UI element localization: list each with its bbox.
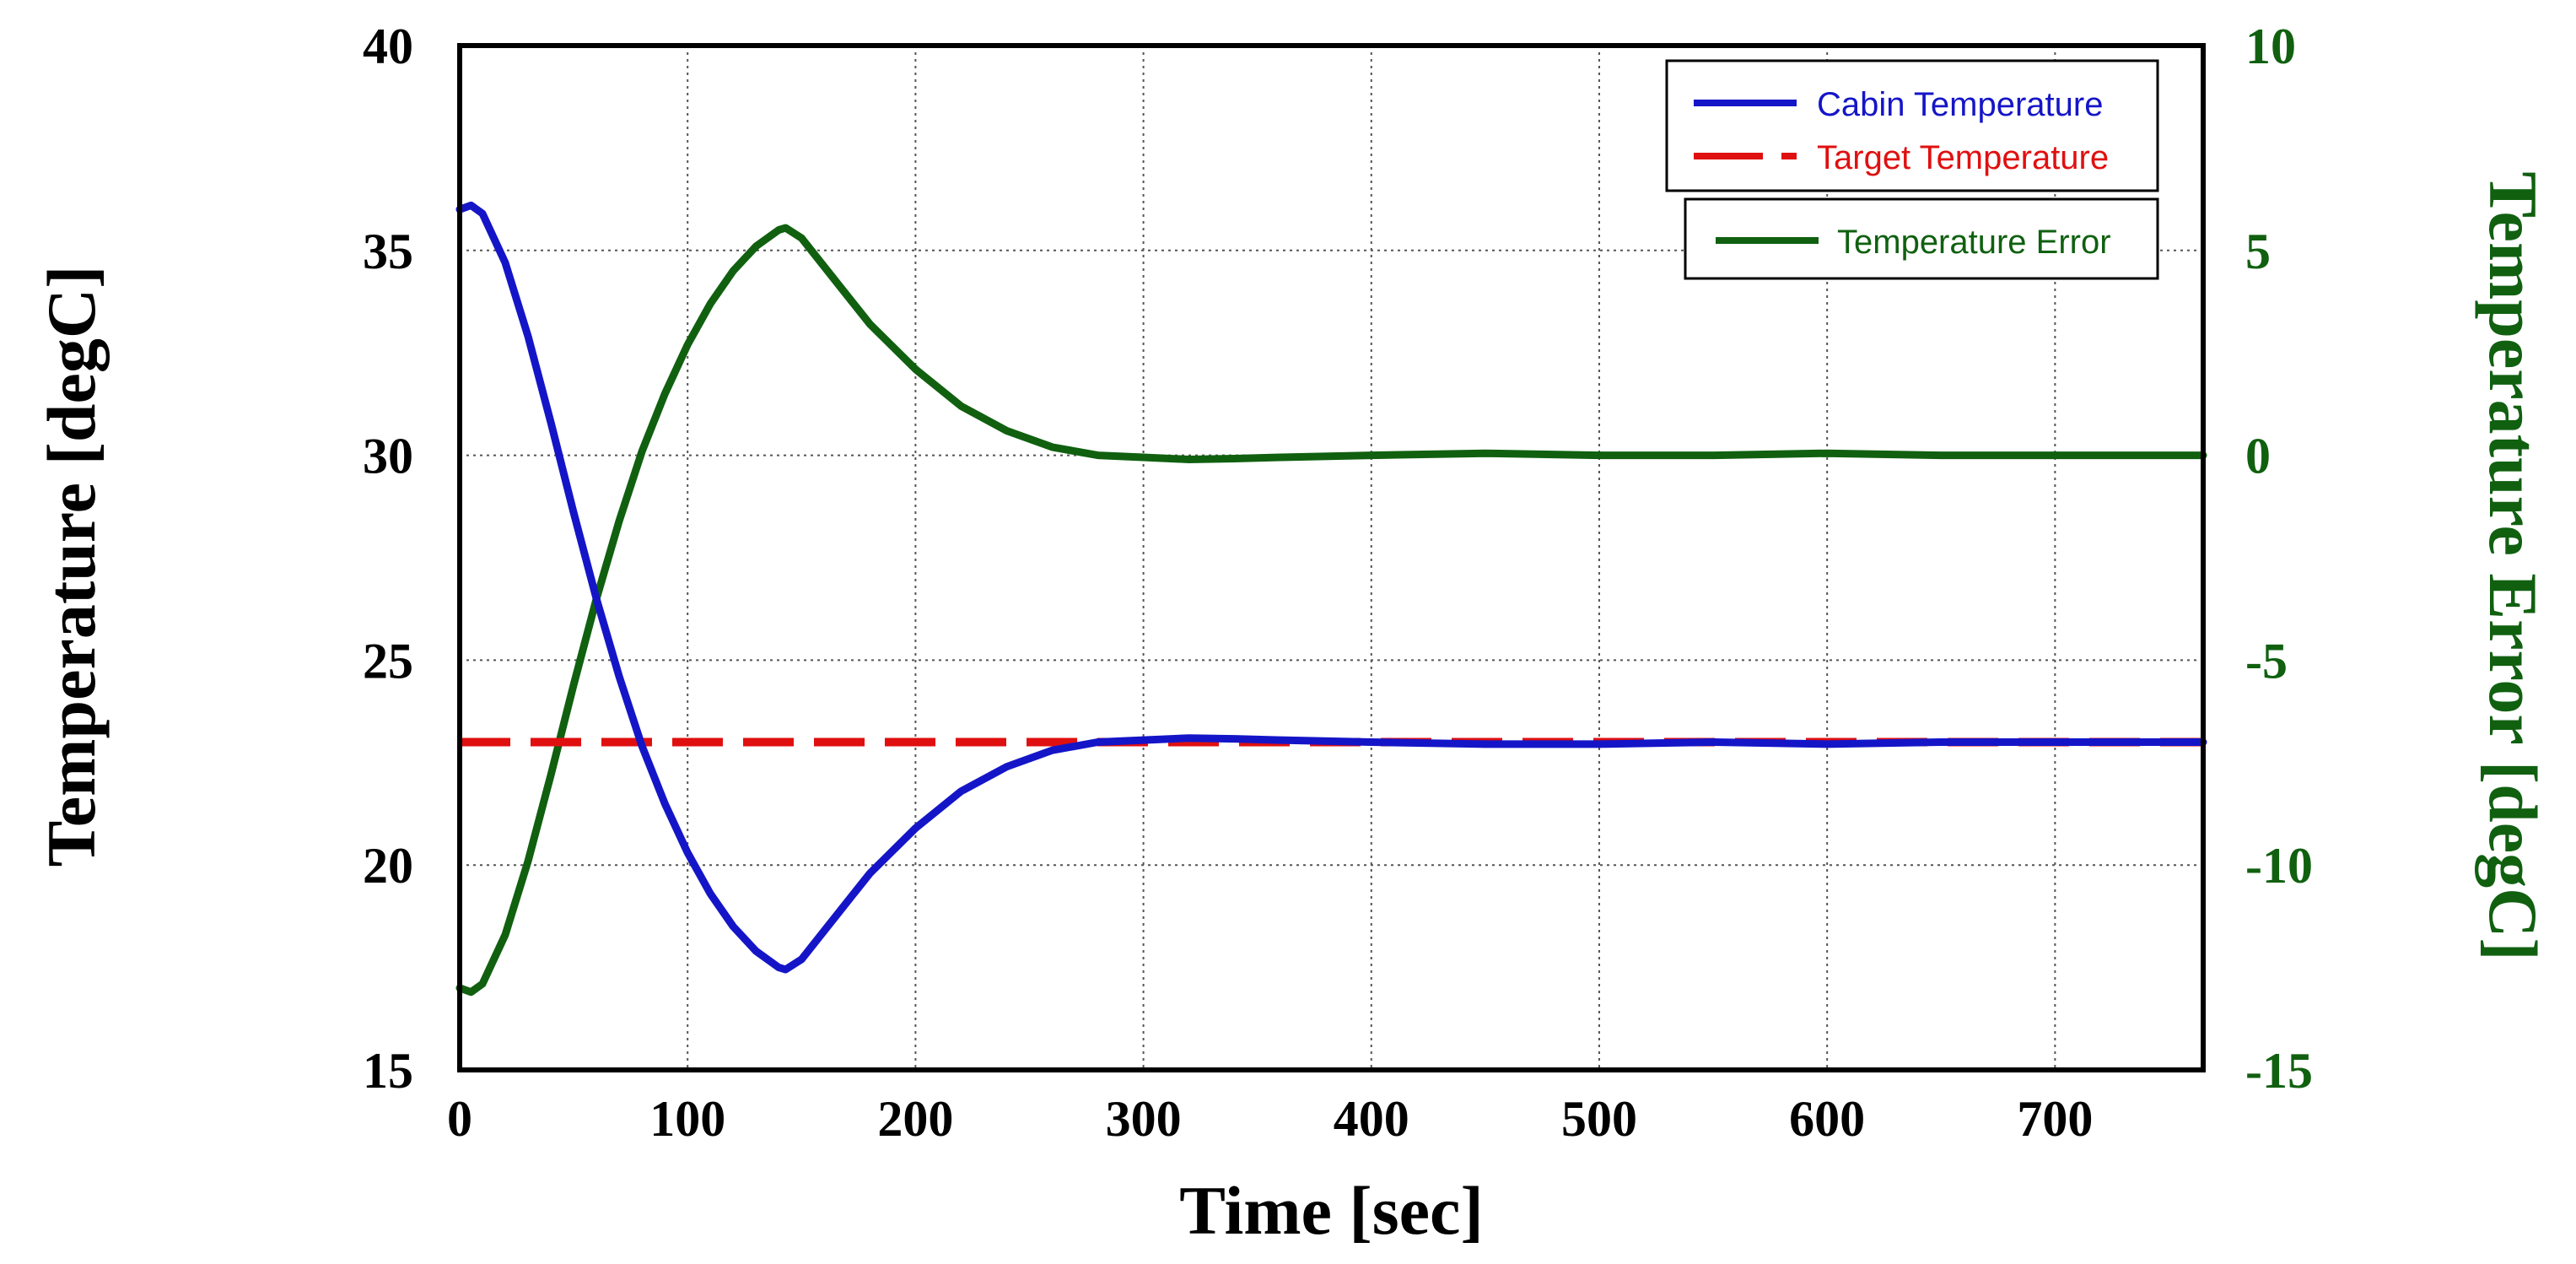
y-tick-label: 15 (363, 1043, 413, 1099)
legend-box-error: Temperature Error (1684, 197, 2159, 280)
plot-series (455, 201, 2207, 997)
y2-tick-label: 0 (2245, 429, 2271, 484)
legend-label-error: Temperature Error (1837, 224, 2111, 261)
x-tick-label: 600 (1789, 1091, 1865, 1147)
y-axis-title: Temperature [degC] (33, 266, 110, 867)
legend-label-target: Target Temperature (1817, 139, 2109, 176)
y2-tick-label: 5 (2245, 224, 2271, 279)
x-tick-label: 100 (649, 1091, 725, 1147)
x-axis-title: Time [sec] (1179, 1172, 1484, 1249)
x-tick-label: 300 (1106, 1091, 1182, 1147)
y2-axis-title: Temperature Error [degC] (2475, 171, 2552, 960)
legend-frame (1665, 59, 2159, 192)
series-line-cabin-temperature (455, 201, 2207, 974)
plot-frame (457, 43, 2206, 1072)
y2-tick-label: -15 (2245, 1043, 2313, 1099)
legend-box-temperatures: Cabin Temperature Target Temperature (1665, 59, 2159, 192)
y-tick-label: 20 (363, 838, 413, 894)
x-tick-label: 700 (2017, 1091, 2093, 1147)
y2-tick-label: -10 (2245, 838, 2313, 894)
y-tick-label: 35 (363, 224, 413, 279)
tick-labels: 0 100 200 300 400 500 600 700152025303540-15-10… (363, 19, 2313, 1147)
x-tick-label: 0 (447, 1091, 472, 1147)
legend-frame (1684, 197, 2159, 280)
y-tick-label: 25 (363, 633, 413, 689)
y2-tick-label: -5 (2245, 633, 2288, 689)
y2-tick-label: 10 (2245, 19, 2296, 74)
x-tick-label: 400 (1334, 1091, 1409, 1147)
x-tick-label: 200 (877, 1091, 953, 1147)
series-line-temperature-error (455, 224, 2207, 997)
y-tick-label: 30 (363, 429, 413, 484)
y-tick-label: 40 (363, 19, 413, 74)
legend-label-cabin: Cabin Temperature (1817, 86, 2103, 123)
x-tick-label: 500 (1561, 1091, 1637, 1147)
